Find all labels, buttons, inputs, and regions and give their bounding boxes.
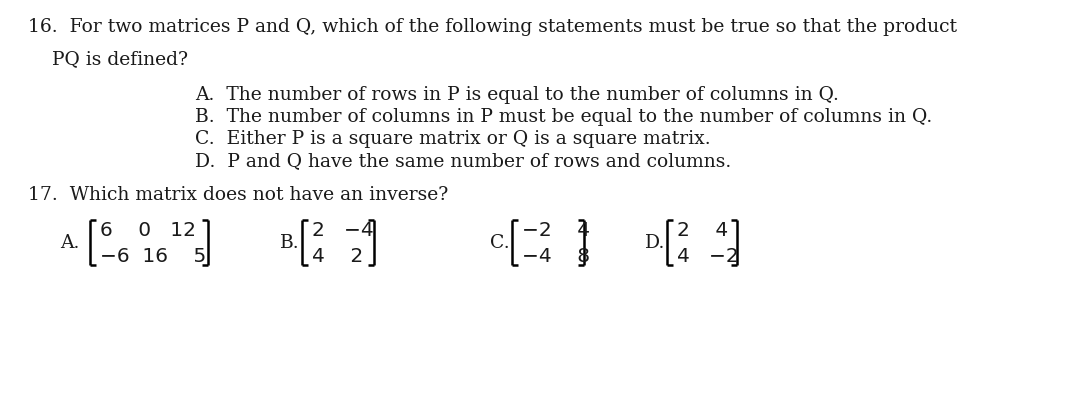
Text: PQ is defined?: PQ is defined? <box>28 50 188 68</box>
Text: 2   −4: 2 −4 <box>312 220 374 239</box>
Text: 4   −2: 4 −2 <box>677 246 739 266</box>
Text: D.: D. <box>645 234 665 252</box>
Text: A.  The number of rows in P is equal to the number of columns in Q.: A. The number of rows in P is equal to t… <box>195 86 839 104</box>
Text: D.  P and Q have the same number of rows and columns.: D. P and Q have the same number of rows … <box>195 152 731 170</box>
Text: 17.  Which matrix does not have an inverse?: 17. Which matrix does not have an invers… <box>28 186 448 204</box>
Text: −6  16    5: −6 16 5 <box>100 246 206 266</box>
Text: C.  Either P is a square matrix or Q is a square matrix.: C. Either P is a square matrix or Q is a… <box>195 130 711 148</box>
Text: 16.  For two matrices P and Q, which of the following statements must be true so: 16. For two matrices P and Q, which of t… <box>28 18 957 36</box>
Text: 4    2: 4 2 <box>312 246 363 266</box>
Text: C.: C. <box>490 234 510 252</box>
Text: A.: A. <box>60 234 79 252</box>
Text: B.  The number of columns in P must be equal to the number of columns in Q.: B. The number of columns in P must be eq… <box>195 108 932 126</box>
Text: −2    4: −2 4 <box>522 220 590 239</box>
Text: 6    0   12: 6 0 12 <box>100 220 195 239</box>
Text: 2    4: 2 4 <box>677 220 728 239</box>
Text: −4    8: −4 8 <box>522 246 590 266</box>
Text: B.: B. <box>280 234 299 252</box>
